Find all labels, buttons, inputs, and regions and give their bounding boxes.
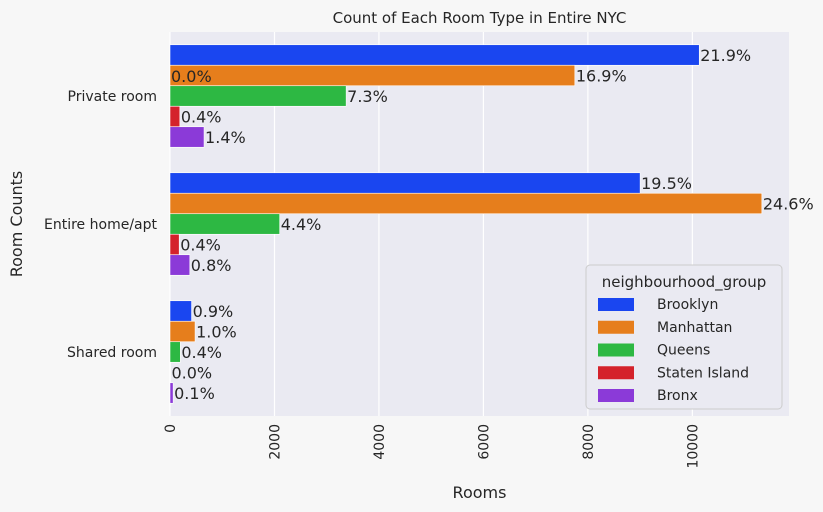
bar [169, 341, 181, 363]
x-ticks-group: 0 2000 4000 6000 8000 10000 [163, 424, 701, 469]
legend-label: Bronx [657, 388, 698, 404]
legend-items: Brooklyn Manhattan Queens Staten Island Bron… [598, 297, 749, 404]
bar-value-label: 24.6% [763, 195, 814, 214]
bar-value-label: 7.3% [347, 87, 388, 106]
x-tick-label: 2000 [267, 424, 283, 460]
bar [169, 64, 576, 87]
x-tick-label: 0 [163, 424, 179, 433]
bar-value-label: 0.4% [181, 108, 222, 127]
bar-value-label: 4.4% [281, 215, 322, 234]
bar [169, 192, 763, 215]
legend-label: Manhattan [657, 320, 732, 336]
bar [169, 233, 180, 256]
legend-box [585, 264, 783, 410]
bar [169, 254, 191, 276]
y-tick-label: Entire home/apt [44, 217, 157, 233]
x-tick-label: 6000 [476, 424, 492, 460]
bar-value-label: 0.1% [174, 384, 215, 403]
legend-label: Brooklyn [657, 297, 718, 313]
bar-value-label: 1.0% [196, 323, 237, 342]
legend-swatch [598, 389, 634, 402]
legend-swatch [598, 366, 634, 380]
y-axis-label: Room Counts [7, 171, 26, 278]
bars-group [169, 44, 763, 404]
extra-annotation: 0.0% [171, 67, 212, 86]
y-tick-label: Private room [68, 89, 157, 105]
bar [169, 85, 347, 107]
bar [169, 126, 205, 148]
x-axis-label: Rooms [453, 483, 507, 502]
bar-value-label: 21.9% [700, 46, 751, 65]
x-tick-label: 8000 [581, 424, 597, 460]
legend-swatch [598, 298, 634, 311]
bar [169, 320, 196, 343]
chart-title: Count of Each Room Type in Entire NYC [333, 9, 627, 27]
bar-value-label: 0.4% [181, 343, 222, 362]
bar-value-label: 0.9% [193, 302, 234, 321]
bar [169, 382, 174, 404]
bar-value-label: 0.0% [171, 364, 212, 383]
bar [169, 213, 280, 235]
legend-swatch [598, 343, 634, 357]
x-tick-label: 10000 [685, 424, 701, 469]
y-tick-label: Shared room [67, 345, 157, 361]
x-tick-label: 4000 [372, 424, 388, 460]
legend-swatch [598, 320, 634, 334]
bar-value-label: 19.5% [641, 174, 692, 193]
y-ticks-group: Private room Entire home/apt Shared room [44, 89, 157, 361]
legend-title: neighbourhood_group [602, 273, 767, 292]
bar [169, 300, 192, 322]
bar-value-label: 16.9% [576, 67, 627, 86]
bar [169, 105, 181, 128]
legend-label: Staten Island [657, 365, 749, 381]
bar-value-label: 0.8% [191, 256, 232, 275]
bar [169, 172, 641, 194]
bar [169, 44, 700, 66]
bar-labels-group: 21.9%16.9%7.3%0.4%1.4%19.5%24.6%4.4%0.4%… [171, 46, 814, 403]
bar-value-label: 1.4% [205, 128, 246, 147]
bar-value-label: 0.4% [180, 236, 221, 255]
legend-label: Queens [657, 343, 710, 359]
legend: neighbourhood_group Brooklyn Manhattan Que… [585, 264, 783, 410]
